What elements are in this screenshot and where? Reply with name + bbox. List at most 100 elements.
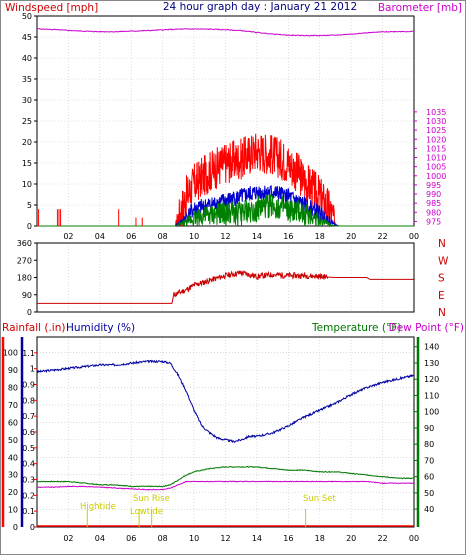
lowtide-label: Lowtide — [130, 507, 163, 517]
humidity-tick-label: 50 — [8, 436, 18, 445]
rainfall-tick-label: 0.2 — [22, 491, 35, 500]
temperature-tick-label: 40 — [424, 505, 434, 514]
y-tick-label: 1010 — [426, 154, 446, 163]
y-tick-label: 180 — [17, 274, 32, 283]
humidity-tick-label: 10 — [8, 506, 18, 515]
y-tick-label: 20 — [22, 138, 32, 147]
temperature-tick-label: 80 — [424, 440, 434, 449]
hightide-label: Hightide — [80, 502, 116, 512]
temperature-series — [37, 465, 415, 488]
y-tick-label: 1005 — [426, 163, 446, 172]
x-tick-label: 08 — [158, 534, 168, 543]
y-tick-label: 985 — [426, 199, 441, 208]
y-tick-label: 990 — [426, 190, 441, 199]
temperature-axis-title: Temperature (°F) — [311, 322, 401, 334]
x-tick-label: 14 — [252, 232, 262, 241]
y-tick-label: 1000 — [426, 172, 446, 181]
x-tick-label: 04 — [95, 534, 105, 543]
rainfall-tick-label: 0.8 — [22, 396, 35, 405]
y-tick-label: 1015 — [426, 144, 446, 153]
x-tick-label: 14 — [252, 534, 262, 543]
rainfall-axis-title: Rainfall (.in) — [2, 322, 65, 334]
windspeed-low-series — [37, 194, 414, 228]
y-tick-label: 30 — [22, 96, 32, 105]
y-tick-label: 10 — [22, 180, 32, 189]
temperature-tick-label: 140 — [424, 343, 439, 352]
compass-label: S — [438, 273, 445, 285]
compass-label: N — [438, 307, 446, 319]
y-tick-label: 1030 — [426, 117, 446, 126]
x-tick-label: 02 — [63, 232, 73, 241]
humidity-tick-label: 100 — [3, 349, 18, 358]
rainfall-tick-label: 0.4 — [22, 460, 35, 469]
temperature-tick-label: 60 — [424, 473, 434, 482]
rainfall-tick-label: 1.1 — [22, 349, 35, 358]
humidity-tick-label: 0 — [13, 523, 18, 532]
y-tick-label: 50 — [22, 12, 32, 21]
x-tick-label: 22 — [377, 534, 387, 543]
x-tick-label: 20 — [346, 534, 356, 543]
sunrise-label: Sun Rise — [133, 494, 170, 504]
rainfall-tick-label: 0.9 — [22, 381, 35, 390]
x-tick-label: 08 — [158, 232, 168, 241]
humidity-temperature-plot: 0 0.1 0.2 0.3 0.4 0.5 0.6 0.7 0.8 0.9 1 1.1 0 10 20 30 4… — [1, 336, 439, 543]
humidity-tick-label: 70 — [8, 401, 18, 410]
x-tick-label: 00 — [409, 534, 419, 543]
humidity-tick-label: 20 — [8, 488, 18, 497]
y-tick-label: 980 — [426, 208, 441, 217]
barometer-axis-title: Barometer [mb] — [378, 2, 462, 14]
y-tick-label: 995 — [426, 181, 441, 190]
rainfall-tick-label: 0.7 — [22, 412, 35, 421]
x-tick-label: 06 — [126, 534, 136, 543]
y-tick-label: 45 — [22, 33, 32, 42]
chart-title: 24 hour graph day : January 21 2012 — [163, 1, 357, 13]
temperature-tick-label: 100 — [424, 408, 439, 417]
rainfall-tick-label: 0.5 — [22, 444, 35, 453]
barometer-series — [36, 27, 414, 37]
x-tick-label: 22 — [377, 232, 387, 241]
windspeed-axis-title: Windspeed [mph] — [5, 2, 98, 14]
rainfall-tick-label: 0.6 — [22, 428, 35, 437]
temperature-tick-label: 90 — [424, 424, 434, 433]
y-tick-label: 360 — [17, 239, 32, 248]
wind-barometer-plot: 0510152025303540455097598098599099510001… — [22, 12, 447, 241]
x-tick-label: 10 — [189, 534, 199, 543]
temperature-tick-label: 50 — [424, 489, 434, 498]
compass-label: N — [438, 238, 446, 250]
temperature-tick-label: 70 — [424, 456, 434, 465]
sunset-label: Sun Set — [303, 494, 336, 504]
temperature-tick-label: 120 — [424, 375, 439, 384]
x-tick-label: 06 — [126, 232, 136, 241]
y-tick-label: 5 — [27, 201, 32, 210]
rainfall-tick-label: 0 — [30, 523, 35, 532]
y-tick-label: 0 — [27, 222, 32, 231]
dewpoint-axis-title: Dew Point (°F) — [389, 322, 464, 334]
x-tick-label: 16 — [283, 534, 293, 543]
humidity-tick-label: 80 — [8, 384, 18, 393]
x-tick-label: 10 — [189, 232, 199, 241]
humidity-tick-label: 40 — [8, 453, 18, 462]
rainfall-tick-label: 0.1 — [22, 507, 35, 516]
y-tick-label: 35 — [22, 75, 32, 84]
y-tick-label: 90 — [22, 291, 32, 300]
x-tick-label: 04 — [95, 232, 105, 241]
temperature-tick-label: 110 — [424, 391, 439, 400]
x-tick-label: 20 — [346, 232, 356, 241]
y-tick-label: 1020 — [426, 135, 446, 144]
temperature-tick-label: 130 — [424, 359, 439, 368]
y-tick-label: 15 — [22, 159, 32, 168]
y-tick-label: 25 — [22, 117, 32, 126]
x-tick-label: 12 — [220, 534, 230, 543]
humidity-tick-label: 60 — [8, 418, 18, 427]
x-tick-label: 16 — [283, 232, 293, 241]
y-tick-label: 40 — [22, 54, 32, 63]
y-tick-label: 270 — [17, 256, 32, 265]
wind-direction-series — [37, 270, 414, 304]
x-tick-label: 18 — [315, 534, 325, 543]
humidity-tick-label: 30 — [8, 471, 18, 480]
compass-label: W — [438, 255, 449, 267]
humidity-axis-title: Humidity (%) — [66, 322, 135, 334]
